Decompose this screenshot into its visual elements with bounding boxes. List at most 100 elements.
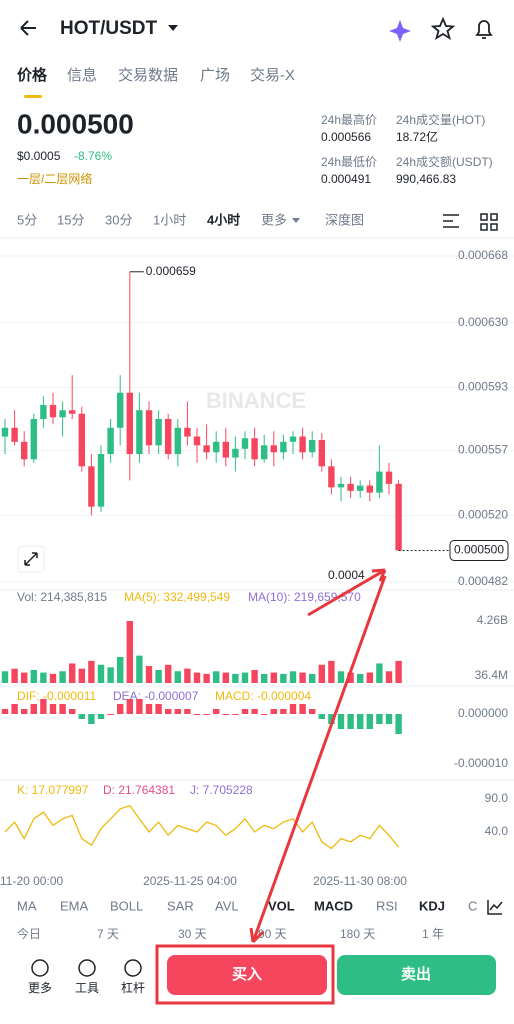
- tab[interactable]: 信息: [67, 67, 97, 84]
- volume-bar: [395, 660, 402, 683]
- x-tick-label: 11-20 00:00: [0, 874, 63, 888]
- macd-bar: [78, 714, 85, 719]
- stat-label: 24h最低价: [321, 155, 377, 169]
- macd-bar: [222, 714, 229, 715]
- candle-body: [107, 427, 114, 455]
- macd-bar: [280, 709, 287, 714]
- macd-bar: [193, 714, 201, 715]
- candle-body: [222, 441, 229, 458]
- tab[interactable]: 交易数据: [118, 66, 178, 84]
- indicator[interactable]: KDJ: [419, 898, 445, 913]
- back-button[interactable]: [20, 20, 36, 36]
- tool-icon[interactable]: [31, 959, 49, 977]
- indicator[interactable]: C: [468, 898, 477, 913]
- tab[interactable]: 广场: [200, 67, 230, 84]
- interval[interactable]: 4小时: [207, 212, 240, 227]
- buy-button[interactable]: [167, 955, 327, 995]
- y-tick-label: 0.000593: [458, 380, 508, 394]
- candle-body: [376, 471, 383, 493]
- volume-bar: [1, 671, 9, 683]
- chart-settings[interactable]: [443, 214, 459, 228]
- y-tick-label: 0.000000: [458, 706, 508, 720]
- tool-icon[interactable]: [124, 959, 142, 977]
- macd-bar: [165, 709, 172, 714]
- range[interactable]: 30 天: [178, 927, 207, 941]
- tag[interactable]: 一层/二层网络: [17, 171, 92, 186]
- candle-body: [193, 436, 201, 446]
- ai-icon[interactable]: [389, 20, 411, 42]
- interval[interactable]: 30分: [105, 212, 132, 227]
- range[interactable]: 7 天: [97, 927, 119, 941]
- indicator[interactable]: SAR: [167, 898, 194, 913]
- candle-body: [241, 438, 249, 449]
- legend-text: D: 21.764381: [103, 783, 175, 797]
- sell-label[interactable]: 卖出: [401, 965, 431, 983]
- macd-bar: [174, 709, 181, 714]
- volume-bar: [299, 672, 306, 683]
- candle-body: [97, 454, 105, 507]
- sell-button[interactable]: [337, 955, 496, 995]
- candle-body: [1, 427, 9, 437]
- macd-bar: [251, 709, 258, 714]
- indicator[interactable]: VOL: [268, 898, 295, 913]
- favorite-icon[interactable]: [430, 16, 456, 40]
- volume-bar: [145, 666, 153, 683]
- interval[interactable]: 5分: [17, 212, 37, 227]
- indicator-settings[interactable]: [487, 900, 503, 915]
- legend-text: MA(5): 332,499,549: [124, 590, 230, 604]
- range[interactable]: 90 天: [258, 927, 287, 941]
- macd-bar: [184, 709, 191, 714]
- layout-icon[interactable]: [480, 213, 498, 231]
- indicator[interactable]: BOLL: [110, 898, 143, 913]
- range[interactable]: 180 天: [340, 927, 375, 941]
- macd-bar: [385, 714, 393, 724]
- indicator[interactable]: MACD: [314, 898, 353, 913]
- price-change: -8.76%: [74, 149, 112, 163]
- pair-title[interactable]: HOT/USDT: [60, 18, 158, 39]
- indicator[interactable]: RSI: [376, 898, 398, 913]
- usd-price: $0.0005: [17, 149, 61, 163]
- volume-bar: [357, 673, 364, 683]
- tool-icon[interactable]: [78, 959, 96, 977]
- indicator[interactable]: MA: [17, 898, 37, 913]
- candle-body: [126, 392, 133, 455]
- tab[interactable]: 交易-X: [250, 66, 295, 84]
- interval[interactable]: 深度图: [325, 212, 364, 227]
- candle-body: [11, 427, 18, 442]
- candle-body: [78, 413, 85, 467]
- macd-bar: [318, 714, 325, 719]
- indicator[interactable]: AVL: [215, 898, 239, 913]
- y-tick-label: 90.0: [485, 791, 509, 805]
- volume-bar: [30, 669, 37, 683]
- candle-body: [299, 436, 306, 453]
- volume-bar: [385, 671, 393, 683]
- macd-bar: [1, 709, 9, 714]
- buy-label[interactable]: 买入: [232, 966, 262, 983]
- interval[interactable]: 1小时: [153, 212, 186, 227]
- interval[interactable]: 更多: [261, 212, 287, 227]
- macd-bar: [11, 704, 18, 714]
- legend-text: MACD: -0.000004: [215, 689, 311, 703]
- indicator[interactable]: EMA: [60, 898, 89, 913]
- y-tick-label: 0.000557: [458, 443, 508, 457]
- macd-bar: [347, 714, 354, 729]
- pair-dropdown[interactable]: [168, 25, 178, 31]
- macd-bar: [59, 704, 66, 714]
- candle-body: [174, 427, 181, 455]
- macd-bar: [30, 704, 37, 714]
- tab[interactable]: 价格: [17, 66, 48, 84]
- candle-body: [347, 483, 354, 491]
- candle-body: [385, 471, 393, 484]
- max-label: 0.000659: [146, 264, 196, 278]
- x-tick-label: 2025-11-25 04:00: [143, 874, 237, 888]
- interval[interactable]: 15分: [57, 212, 84, 227]
- volume-bar: [11, 668, 18, 683]
- macd-bar: [213, 709, 220, 714]
- candle-body: [261, 445, 268, 460]
- range[interactable]: 今日: [17, 926, 41, 941]
- range[interactable]: 1 年: [422, 927, 444, 941]
- bell-icon[interactable]: [475, 20, 493, 39]
- volume-bar: [280, 673, 287, 683]
- candle-body: [337, 483, 345, 488]
